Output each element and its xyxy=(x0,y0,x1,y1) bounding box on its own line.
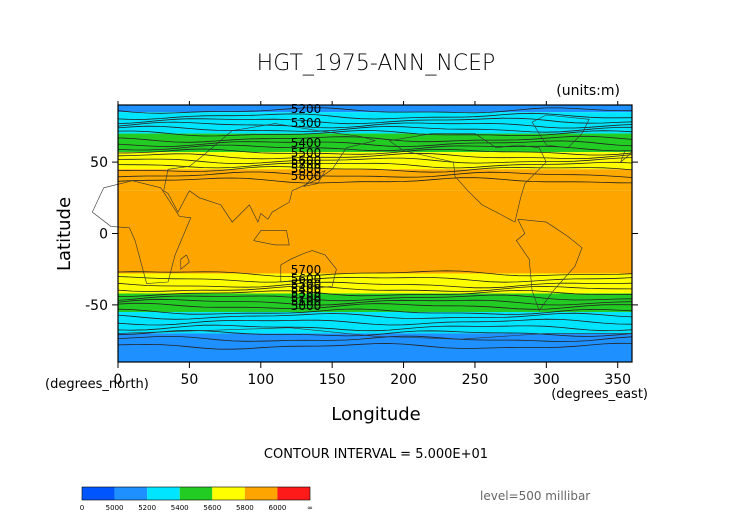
contour-label: 5400 xyxy=(291,136,322,150)
contour-line xyxy=(118,289,633,297)
x-tick-label: 200 xyxy=(390,372,417,388)
contour-line xyxy=(117,270,633,277)
contour-label: 5800 xyxy=(291,169,322,183)
contour-label: 5700 xyxy=(291,263,322,277)
coastline xyxy=(253,230,290,246)
contour-label: 5000 xyxy=(291,299,322,313)
x-tick-label: 0 xyxy=(114,372,123,388)
contour-line xyxy=(117,342,633,350)
contour-label: 5600 xyxy=(291,153,322,167)
contour-interval-text: CONTOUR INTERVAL = 5.000E+01 xyxy=(264,447,488,462)
x-tick-label: 350 xyxy=(604,372,631,388)
contour-line xyxy=(117,140,633,148)
contour-line xyxy=(117,161,633,169)
contour-line xyxy=(117,166,633,173)
colorbar-swatch xyxy=(114,487,148,500)
contour-line xyxy=(117,302,633,310)
contour-band-0 xyxy=(118,105,632,113)
contour-line xyxy=(117,281,633,289)
coastline xyxy=(515,218,583,312)
coastline xyxy=(531,114,590,149)
x-unit-label: (degrees_east) xyxy=(551,387,648,402)
y-unit-label: (degrees_north) xyxy=(45,377,149,392)
colorbar: 0 5000 5200 5400 5600 5800 6000 ∞ xyxy=(80,486,313,512)
coastline xyxy=(92,180,192,284)
contour-line xyxy=(117,171,633,178)
contour-line xyxy=(117,335,633,343)
colorbar-label: 0 xyxy=(80,504,84,512)
colorbar-label: ∞ xyxy=(307,504,313,512)
contour-line xyxy=(117,177,633,184)
contour-label: 5300 xyxy=(291,116,322,130)
coastline xyxy=(180,254,190,270)
contour-line xyxy=(117,312,633,320)
coastline xyxy=(163,123,377,223)
colorbar-swatch xyxy=(179,487,213,500)
chart-title: HGT_1975-ANN_NCEP xyxy=(257,51,496,76)
colorbar-swatch xyxy=(147,487,180,500)
colorbar-label: 5600 xyxy=(203,504,221,512)
y-tick-label: 50 xyxy=(90,155,108,171)
contour-line xyxy=(117,308,633,315)
contour-line xyxy=(117,324,633,332)
colorbar-swatch xyxy=(244,487,278,500)
contour-line xyxy=(117,107,633,114)
contour-label: 5600 xyxy=(291,272,322,286)
plot-area: 5200530054005500560057005800580057005600… xyxy=(85,101,638,388)
contour-line xyxy=(117,130,633,137)
colorbar-swatch xyxy=(212,487,245,500)
contour-line xyxy=(117,144,633,152)
y-tick-label: 0 xyxy=(99,227,108,243)
colorbar-label: 5200 xyxy=(138,504,156,512)
contour-line xyxy=(117,112,633,120)
contour-line xyxy=(117,125,633,133)
colorbar-frame xyxy=(81,486,311,501)
coastline xyxy=(117,327,632,340)
contour-label: 5100 xyxy=(291,295,322,309)
level-text: level=500 millibar xyxy=(480,489,590,503)
colorbar-label: 5800 xyxy=(236,504,254,512)
contour-label: 5300 xyxy=(291,286,322,300)
contour-line xyxy=(117,276,633,283)
x-tick-label: 150 xyxy=(319,372,346,388)
contour-label: 5200 xyxy=(291,290,322,304)
x-tick-label: 100 xyxy=(247,372,274,388)
x-tick-label: 50 xyxy=(180,372,198,388)
contour-line xyxy=(117,318,633,326)
contour-line xyxy=(117,294,633,302)
contour-line xyxy=(117,117,633,125)
colorbar-swatch xyxy=(82,487,115,500)
x-tick-label: 250 xyxy=(462,372,489,388)
colorbar-label: 5000 xyxy=(106,504,124,512)
contour-line xyxy=(117,135,633,143)
contour-line xyxy=(117,285,633,292)
contour-label: 5800 xyxy=(291,162,322,176)
colorbar-label: 5400 xyxy=(171,504,189,512)
contour-label: 5200 xyxy=(291,102,322,116)
colorbar-label: 6000 xyxy=(269,504,287,512)
contour-line xyxy=(117,121,633,129)
coastline xyxy=(280,250,337,289)
x-tick-label: 300 xyxy=(533,372,560,388)
contour-line xyxy=(117,298,633,306)
units-label: (units:m) xyxy=(556,83,620,99)
contour-label: 5400 xyxy=(291,282,322,296)
contour-label: 5500 xyxy=(291,277,322,291)
coastline xyxy=(389,133,547,223)
colorbar-swatch xyxy=(277,487,310,500)
x-axis-title: Longitude xyxy=(331,404,421,425)
y-tick-label: -50 xyxy=(85,298,108,314)
contour-band-6 xyxy=(118,273,632,294)
contour-label: 5500 xyxy=(291,146,322,160)
y-axis-title: Latitude xyxy=(54,197,75,271)
contour-band-4 xyxy=(118,169,632,191)
contour-label: 5700 xyxy=(291,158,322,172)
contour-line xyxy=(117,148,633,156)
contour-band-5 xyxy=(118,190,632,274)
contour-band-2 xyxy=(118,133,632,153)
coastline xyxy=(303,170,326,187)
